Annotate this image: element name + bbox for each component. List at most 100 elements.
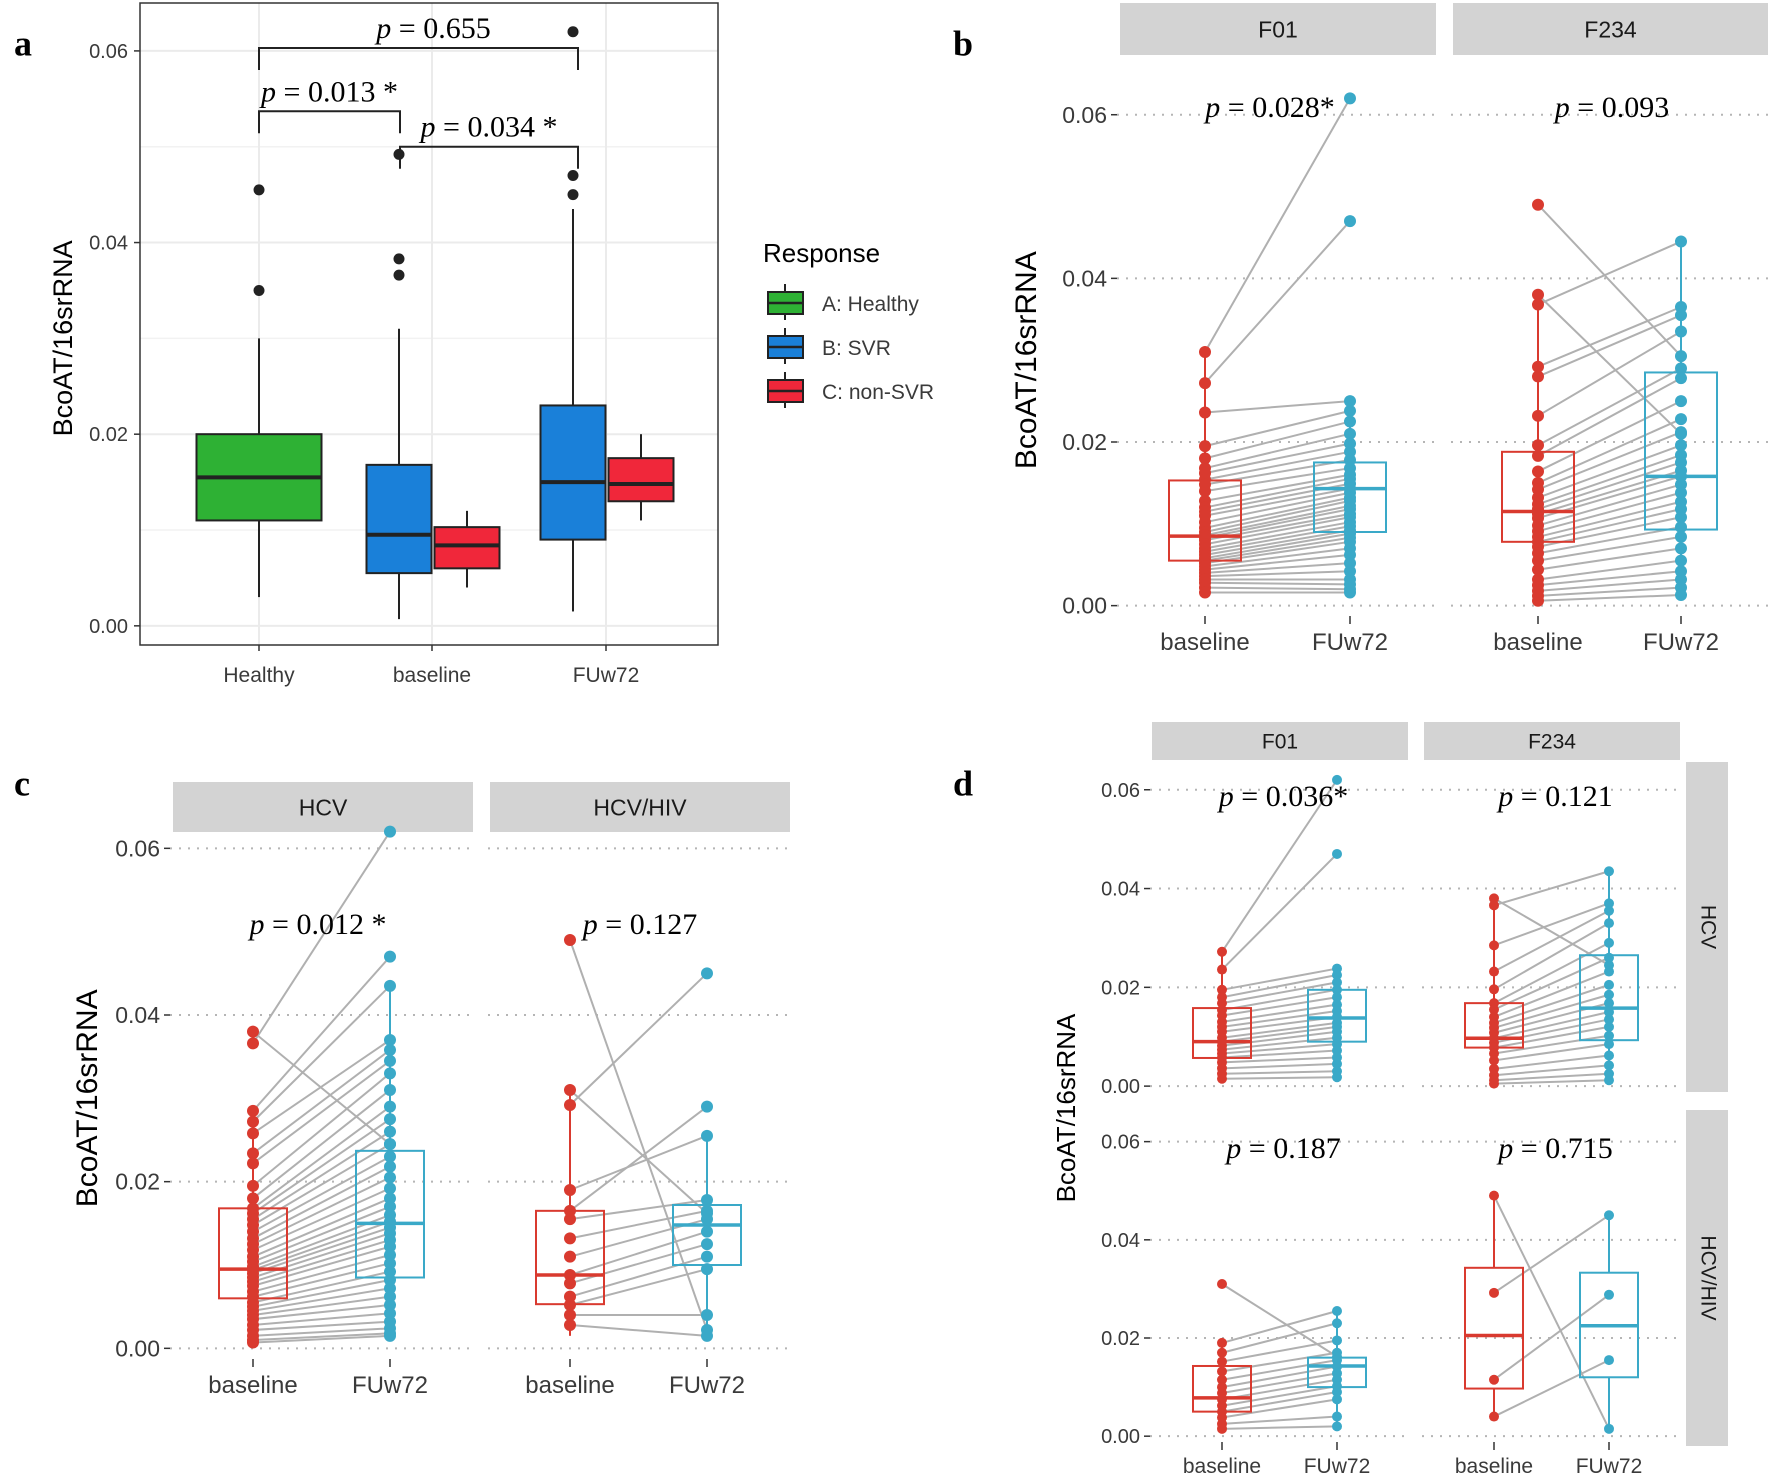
facet-strip bbox=[490, 782, 790, 832]
fuw72-point bbox=[1604, 1060, 1614, 1071]
fuw72-point bbox=[1332, 1058, 1342, 1069]
baseline-point bbox=[1489, 900, 1499, 911]
x-tick-label: baseline bbox=[1455, 1455, 1533, 1475]
baseline-point bbox=[1199, 377, 1211, 390]
paired-line bbox=[1493, 1072, 1610, 1082]
fuw72-point bbox=[384, 1044, 396, 1056]
fuw72-point bbox=[384, 1138, 396, 1151]
fuw72-point bbox=[1604, 989, 1614, 1000]
panel-c: HCV p = 0.012 * baseline FUw72 HCV/HIV p = 0.… bbox=[71, 782, 790, 1399]
baseline-point bbox=[1489, 1078, 1499, 1089]
paired-line bbox=[569, 1268, 708, 1306]
paired-line bbox=[1221, 1003, 1338, 1023]
y-tick-label: 0.00 bbox=[1101, 1426, 1140, 1448]
fuw72-point bbox=[701, 967, 713, 980]
facet-strip bbox=[1686, 762, 1728, 1092]
fuw72-point bbox=[1332, 1045, 1342, 1056]
paired-line bbox=[1221, 967, 1338, 991]
baseline-point bbox=[564, 1269, 576, 1281]
paired-line bbox=[1493, 983, 1610, 1024]
bracket-line bbox=[258, 47, 579, 71]
baseline-point bbox=[1532, 198, 1544, 211]
fuw72-point bbox=[384, 1054, 396, 1067]
comparison-bracket: p = 0.655 bbox=[258, 12, 579, 71]
facet-p-label: p = 0.715 bbox=[1496, 1132, 1612, 1165]
p-symbol: p bbox=[248, 908, 265, 941]
paired-line bbox=[252, 1220, 391, 1271]
paired-line bbox=[1537, 547, 1682, 571]
fuw72-point bbox=[1332, 1306, 1342, 1316]
y-tick-label: 0.04 bbox=[89, 233, 128, 255]
paired-line bbox=[252, 1197, 391, 1258]
legend-title: Response bbox=[763, 238, 880, 268]
baseline-point bbox=[1217, 1374, 1227, 1385]
facet-HCV/HIV-F01: p = 0.187 bbox=[1192, 1132, 1367, 1434]
paired-line bbox=[252, 1327, 391, 1337]
fuw72-point bbox=[1332, 969, 1342, 980]
paired-line bbox=[252, 1334, 391, 1344]
y-tick-label: 0.06 bbox=[89, 41, 128, 63]
outlier-point bbox=[393, 253, 405, 265]
paired-line bbox=[1221, 1025, 1338, 1043]
facet-HCV: p = 0.012 * bbox=[218, 825, 425, 1349]
facet-strip-label: F234 bbox=[1584, 16, 1637, 42]
paired-line bbox=[1537, 586, 1682, 597]
facet-F234: p = 0.093 bbox=[1501, 91, 1718, 607]
box-baseline bbox=[1464, 1195, 1524, 1417]
baseline-point bbox=[247, 1037, 259, 1050]
fuw72-point bbox=[384, 1067, 396, 1080]
fuw72-point bbox=[1344, 415, 1356, 428]
paired-line bbox=[1493, 1043, 1610, 1062]
fuw72-point bbox=[1604, 905, 1614, 916]
y-tick-label: 0.06 bbox=[1101, 780, 1140, 802]
paired-line bbox=[1537, 578, 1682, 592]
fuw72-point bbox=[1604, 937, 1614, 948]
paired-line bbox=[1493, 1064, 1610, 1077]
baseline-point bbox=[564, 1084, 576, 1096]
p-value: = 0.121 bbox=[1513, 780, 1612, 813]
baseline-point bbox=[564, 1319, 576, 1331]
x-tick-label: FUw72 bbox=[1643, 629, 1719, 656]
fuw72-point bbox=[1604, 1030, 1614, 1041]
fuw72-point bbox=[1332, 1394, 1342, 1405]
y-tick-label: 0.00 bbox=[115, 1335, 160, 1361]
facet-HCV/HIV-F234: p = 0.715 bbox=[1464, 1132, 1639, 1434]
p-value: = 0.034 * bbox=[436, 111, 558, 144]
fuw72-point bbox=[1332, 1411, 1342, 1422]
fuw72-point bbox=[384, 1034, 396, 1046]
paired-line bbox=[252, 1049, 391, 1155]
paired-line bbox=[252, 985, 391, 1123]
p-value: = 0.028* bbox=[1220, 91, 1334, 124]
y-axis-title: BcoAT/16srRNA bbox=[1051, 1013, 1081, 1202]
fuw72-point bbox=[384, 1084, 396, 1096]
fuw72-point bbox=[1604, 898, 1614, 909]
paired-line bbox=[1221, 1021, 1338, 1039]
paired-line bbox=[1221, 988, 1338, 1012]
paired-line bbox=[1493, 870, 1610, 907]
fuw72-point bbox=[1344, 427, 1356, 440]
paired-line bbox=[1221, 853, 1338, 971]
p-value: = 0.093 bbox=[1570, 91, 1669, 124]
fuw72-point bbox=[384, 825, 396, 838]
baseline-point bbox=[564, 1250, 576, 1263]
baseline-point bbox=[1489, 984, 1499, 995]
p-symbol: p bbox=[581, 908, 598, 941]
fuw72-point bbox=[1675, 521, 1687, 534]
baseline-point bbox=[247, 1147, 259, 1160]
baseline-point bbox=[1217, 964, 1227, 975]
paired-line bbox=[1537, 294, 1682, 435]
baseline-point bbox=[1217, 998, 1227, 1009]
baseline-point bbox=[1532, 298, 1544, 311]
facet-strip-label: F01 bbox=[1262, 731, 1298, 754]
x-tick-label: FUw72 bbox=[1312, 629, 1388, 656]
paired-line bbox=[252, 1295, 391, 1316]
paired-line bbox=[1493, 922, 1610, 991]
y-tick-label: 0.06 bbox=[115, 835, 160, 861]
paired-line bbox=[252, 1118, 391, 1215]
fuw72-point bbox=[1675, 325, 1687, 338]
facet-p-label: p = 0.187 bbox=[1224, 1132, 1340, 1165]
paired-line bbox=[569, 1209, 708, 1240]
comparison-p-label: p = 0.655 bbox=[374, 12, 490, 45]
paired-line bbox=[1537, 306, 1682, 368]
paired-line bbox=[1221, 1070, 1338, 1075]
